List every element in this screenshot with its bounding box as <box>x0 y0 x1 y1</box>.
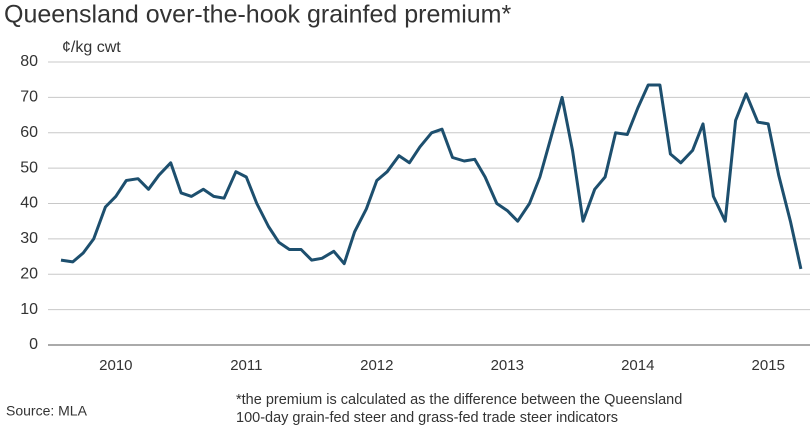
y-tick-label: 20 <box>20 265 38 282</box>
x-tick-label: 2015 <box>752 357 785 374</box>
source: Source: MLA <box>6 403 88 419</box>
x-tick-label: 2012 <box>360 357 393 374</box>
x-tick-label: 2010 <box>99 357 132 374</box>
y-tick-label: 60 <box>20 124 38 141</box>
y-tick-label: 70 <box>20 89 38 106</box>
line <box>60 83 803 270</box>
y-tick-label: 30 <box>20 230 38 247</box>
y-tick-label: 0 <box>29 336 38 353</box>
y-axis-label: ¢/kg cwt <box>62 39 121 56</box>
x-tick-label: 2013 <box>491 357 524 374</box>
chart-title: Queensland over-the-hook grainfed premiu… <box>4 1 511 29</box>
x-tick-label: 2014 <box>621 357 654 374</box>
footnote: *the premium is calculated as the differ… <box>236 392 682 408</box>
y-tick-label: 50 <box>20 159 38 176</box>
footnote: 100-day grain-fed steer and grass-fed tr… <box>236 410 618 426</box>
x-tick-label: 2011 <box>230 357 262 374</box>
y-tick-label: 80 <box>20 53 38 70</box>
y-tick-label: 10 <box>20 301 38 318</box>
y-tick-label: 40 <box>20 195 38 212</box>
